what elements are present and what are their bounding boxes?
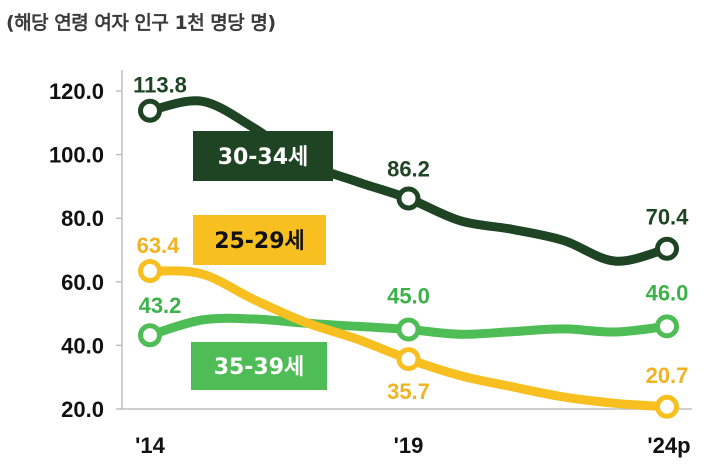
legend-box-25-29세 [193,215,326,265]
data-point-marker [655,236,679,261]
data-point-marker [138,258,162,283]
y-tick-label: 120.0 [49,79,104,104]
data-label: 113.8 [133,73,187,98]
data-label: 63.4 [137,233,181,258]
data-point-marker [655,314,679,339]
data-point-marker [138,98,162,123]
legend-label: 30-34세 [218,145,309,170]
y-tick-label: 20.0 [61,397,104,422]
data-label: 70.4 [646,205,690,230]
series-lines [138,96,679,419]
y-tick-label: 80.0 [61,206,104,231]
series-legend-boxes: 30-34세 25-29세 35-39세 [191,131,333,390]
y-tick-label: 40.0 [61,333,104,358]
x-tick-label: '24p [647,433,690,458]
x-tick-label: '19 [394,433,424,458]
legend-box-30-34세 [193,131,333,181]
data-label: 86.2 [387,156,430,181]
y-tick-label: 60.0 [61,270,104,295]
data-point-marker [655,394,679,419]
x-tick-label: '14 [135,433,165,458]
data-point-marker [396,186,421,211]
data-label: 46.0 [646,280,689,305]
chart-axes: 120.0 100.0 80.0 60.0 40.0 20.0 '14 '19 '24p [49,70,692,458]
data-label: 43.2 [139,293,182,318]
data-labels: 113.8 86.2 70.4 63.4 35.7 20.7 43.2 45.0 46.0 [133,73,689,404]
unit-label: (해당 연령 여자 인구 1천 명당 명) [6,12,276,34]
data-point-marker [396,317,421,342]
legend-box-35-39세 [191,342,327,390]
data-label: 20.7 [646,363,689,388]
y-tick-label: 100.0 [49,143,104,168]
data-point-marker [138,323,162,348]
legend-label: 35-39세 [214,355,305,380]
data-point-marker [396,347,421,372]
legend-label: 25-29세 [214,229,305,254]
data-label: 45.0 [387,284,430,309]
data-label: 35.7 [387,379,430,404]
